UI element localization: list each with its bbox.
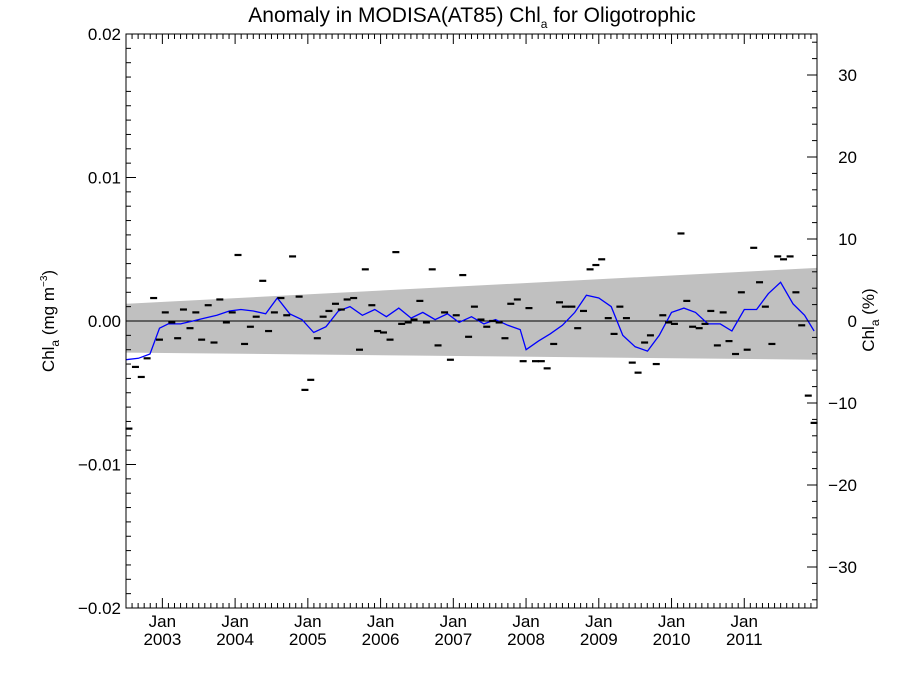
y-right-tick-label: 20 <box>838 148 857 167</box>
y-left-tick-label: 0.02 <box>88 25 121 44</box>
x-tick-year-label: 2003 <box>143 630 181 649</box>
x-tick-month-label: Jan <box>658 612 685 631</box>
x-tick-month-label: Jan <box>149 612 176 631</box>
y-left-tick-label: 0.00 <box>88 312 121 331</box>
y-axis-right-title: Chla (%) <box>859 288 882 351</box>
y-left-tick-label: −0.01 <box>78 456 121 475</box>
y-right-tick-label: −30 <box>828 558 857 577</box>
y-right-tick-label: −10 <box>828 394 857 413</box>
x-tick-month-label: Jan <box>367 612 394 631</box>
y-right-end: (%) <box>859 288 878 319</box>
y-left-mid: (mg m <box>39 287 58 340</box>
y-left-end: ) <box>39 270 58 276</box>
x-tick-year-label: 2009 <box>580 630 618 649</box>
x-tick-year-label: 2005 <box>289 630 327 649</box>
y-right-tick-label: 0 <box>848 312 857 331</box>
y-axis-left-title: Chla (mg m−3) <box>39 270 62 372</box>
x-tick-year-label: 2010 <box>653 630 691 649</box>
x-tick-year-label: 2011 <box>726 630 763 649</box>
y-left-tick-label: −0.02 <box>78 599 121 618</box>
title-subscript: a <box>541 17 548 31</box>
y-right-tick-label: 30 <box>838 66 857 85</box>
y-left-superscript: −3 <box>39 275 50 287</box>
y-right-main: Chl <box>859 326 878 352</box>
y-left-main: Chl <box>39 347 58 373</box>
x-tick-month-label: Jan <box>440 612 467 631</box>
x-tick-month-label: Jan <box>512 612 539 631</box>
x-tick-year-label: 2006 <box>362 630 400 649</box>
y-left-subscript: a <box>48 340 62 347</box>
x-tick-year-label: 2004 <box>216 630 254 649</box>
chart-title: Anomaly in MODISA(AT85) Chla for Oligotr… <box>248 4 695 31</box>
x-tick-month-label: Jan <box>585 612 612 631</box>
x-tick-month-label: Jan <box>221 612 248 631</box>
plot-area: 0.020.010.00−0.01−0.023020100−10−20−30Ja… <box>78 25 857 649</box>
x-tick-month-label: Jan <box>731 612 758 631</box>
y-left-tick-label: 0.01 <box>88 169 121 188</box>
y-right-tick-label: −20 <box>828 476 857 495</box>
trend-confidence-band <box>126 267 817 360</box>
y-right-tick-label: 10 <box>838 230 857 249</box>
x-tick-year-label: 2008 <box>507 630 545 649</box>
x-tick-year-label: 2007 <box>434 630 472 649</box>
title-tail: for Oligotrophic <box>547 4 695 27</box>
title-main: Anomaly in MODISA(AT85) Chl <box>248 4 541 27</box>
x-tick-month-label: Jan <box>294 612 321 631</box>
y-right-subscript: a <box>868 319 882 326</box>
smoothed-anomaly-line <box>125 281 815 361</box>
